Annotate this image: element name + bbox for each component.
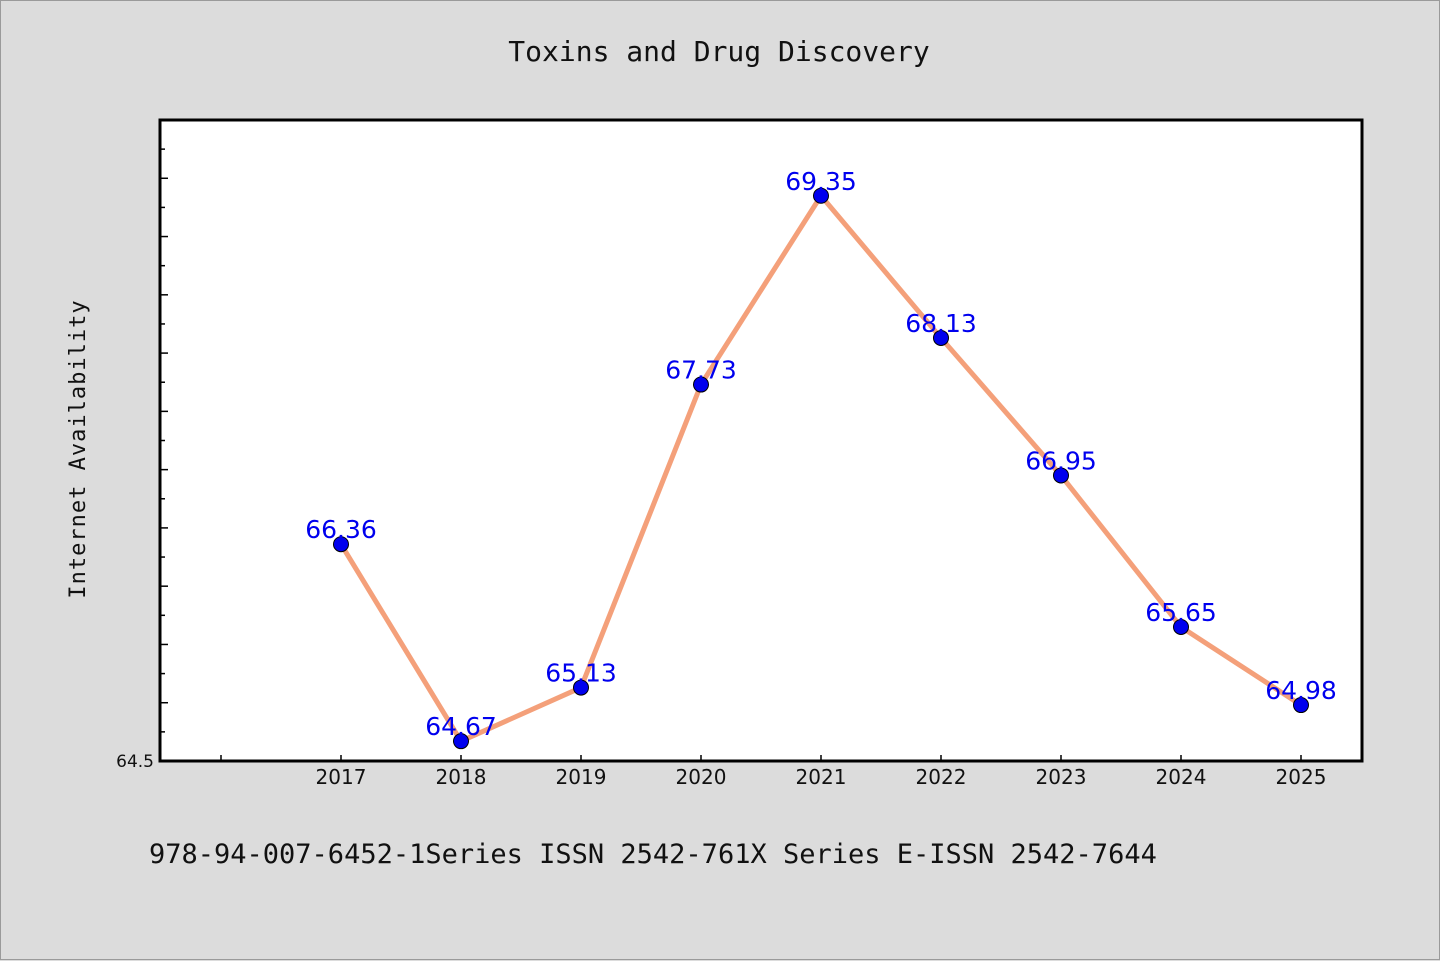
data-point-2019: [573, 679, 589, 696]
data-label-2019: 65.13: [545, 659, 617, 688]
data-point-2021: [813, 187, 829, 204]
data-point-2025: [1293, 697, 1309, 714]
data-label-2024: 65.65: [1145, 598, 1217, 627]
x-tick-label-2020: 2020: [676, 765, 727, 789]
x-tick-label-2019: 2019: [556, 765, 607, 789]
x-tick-label-2024: 2024: [1156, 765, 1207, 789]
footer-isbn-issn: 978-94-007-6452-1Series ISSN 2542-761X S…: [149, 839, 1157, 870]
x-tick-label-2017: 2017: [316, 765, 367, 789]
data-point-2022: [933, 329, 949, 346]
data-point-2024: [1173, 618, 1189, 635]
data-label-2022: 68.13: [905, 309, 977, 338]
chart-title: Toxins and Drug Discovery: [508, 35, 929, 68]
y-tick-label: 64.5: [116, 752, 154, 772]
data-point-2020: [693, 376, 709, 393]
data-label-2023: 66.95: [1025, 446, 1097, 475]
data-label-2025: 64.98: [1265, 676, 1337, 705]
plot-area: [158, 118, 1364, 763]
series-group: 66.36 64.67 65.13 67.73 69.35 68.13 66.95 65.65…: [305, 167, 1337, 750]
data-point-2017: [333, 536, 349, 553]
data-label-2017: 66.36: [305, 515, 377, 544]
y-axis-label: Internet Availability: [66, 299, 91, 598]
data-label-2018: 64.67: [425, 712, 497, 741]
x-tick-label-2025: 2025: [1276, 765, 1327, 789]
x-axis-ticks: 2017 2018 2019 2020 2021 2022 2023 2024 2025: [220, 755, 1327, 789]
x-tick-label-2018: 2018: [436, 765, 487, 789]
x-tick-label-2022: 2022: [916, 765, 967, 789]
data-point-2018: [453, 733, 469, 750]
x-tick-label-2023: 2023: [1036, 765, 1087, 789]
data-label-2020: 67.73: [665, 356, 737, 385]
y-axis-ticks: 64.5: [116, 148, 168, 772]
data-point-2023: [1053, 467, 1069, 484]
x-tick-label-2021: 2021: [796, 765, 847, 789]
data-label-2021: 69.35: [785, 167, 857, 196]
